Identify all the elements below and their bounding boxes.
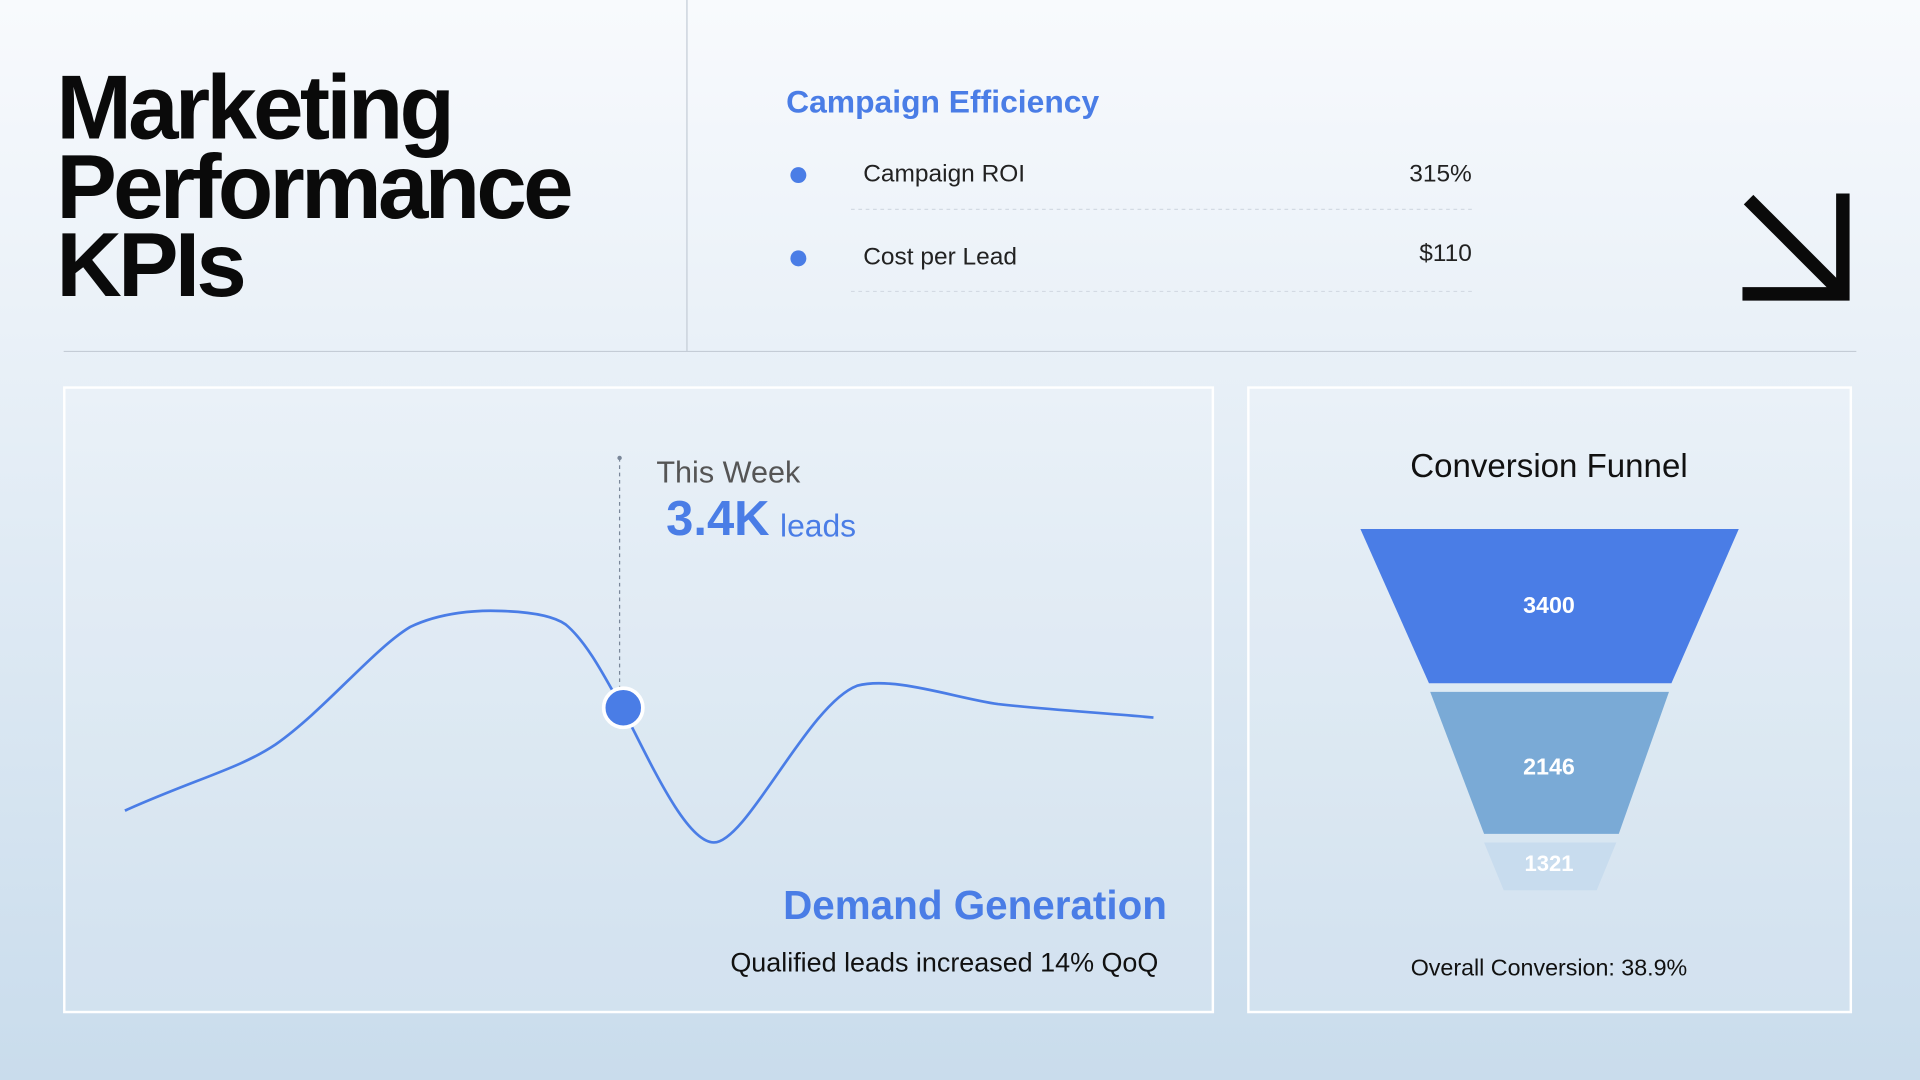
kpi-label: Campaign ROI xyxy=(863,160,1025,187)
callout-value: 3.4K xyxy=(666,492,769,546)
kpi-label: Cost per Lead xyxy=(863,244,1017,271)
title-line: KPIs xyxy=(56,215,243,316)
bullet xyxy=(790,167,807,184)
panel-title: Demand Generation xyxy=(783,882,1167,928)
callout-label: This Week xyxy=(656,456,801,490)
arrow-icon xyxy=(1742,193,1850,301)
funnel-value: 1321 xyxy=(1524,851,1573,876)
funnel-title: Conversion Funnel xyxy=(1410,448,1687,485)
funnel-stage xyxy=(1484,842,1617,891)
title-line: Marketing xyxy=(56,57,451,158)
highlight-point xyxy=(601,686,645,730)
funnel-value: 2146 xyxy=(1523,754,1575,780)
funnel-value: 3400 xyxy=(1523,592,1575,618)
kpi-value: 315% xyxy=(1409,160,1472,187)
funnel-stage xyxy=(1360,528,1739,684)
bullet xyxy=(790,250,807,267)
funnel-footer: Overall Conversion: 38.9% xyxy=(1411,954,1688,980)
funnel-stage xyxy=(1430,691,1669,834)
title-line: Performance xyxy=(56,137,571,238)
callout-unit: leads xyxy=(780,507,856,543)
kpi-value: $110 xyxy=(1419,240,1472,267)
marker-tip xyxy=(617,455,622,461)
panel-caption: Qualified leads increased 14% QoQ xyxy=(730,947,1158,977)
section-title: Campaign Efficiency xyxy=(786,84,1099,120)
